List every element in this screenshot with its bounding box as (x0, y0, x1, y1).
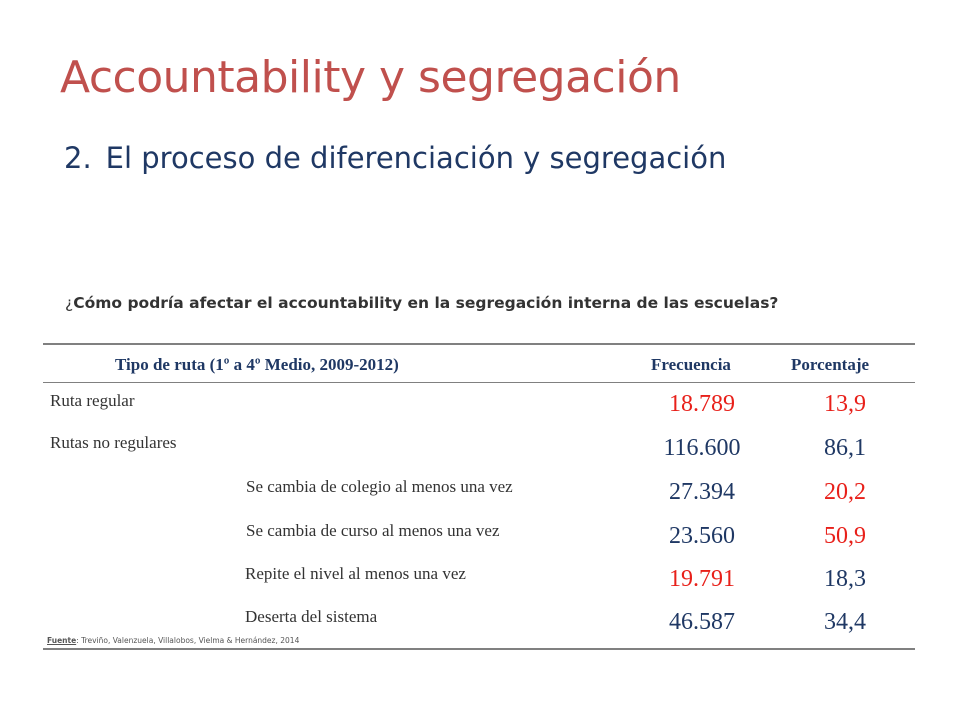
row-label: Rutas no regulares (50, 433, 177, 452)
source-text: : Treviño, Valenzuela, Villalobos, Vielm… (76, 636, 300, 645)
row-frecuencia: 46.587 (669, 609, 735, 635)
subtitle-number: 2. (64, 141, 92, 175)
table-row: Rutas no regulares 116.600 86,1 (43, 429, 915, 473)
row-label: Ruta regular (50, 391, 135, 410)
table-row: Ruta regular 18.789 13,9 (43, 385, 915, 429)
row-label: Se cambia de colegio al menos una vez (246, 477, 513, 496)
row-frecuencia: 18.789 (669, 391, 735, 417)
row-label: Deserta del sistema (245, 607, 378, 626)
slide-subtitle: 2. El proceso de diferenciación y segrega… (64, 141, 726, 175)
table-row: Deserta del sistema 46.587 34,4 (43, 603, 915, 647)
question-body: Cómo podría afectar el accountability en… (73, 294, 779, 312)
row-porcentaje: 34,4 (824, 609, 866, 635)
row-porcentaje: 18,3 (824, 566, 866, 592)
row-frecuencia: 116.600 (663, 435, 741, 461)
source-label: Fuente (47, 636, 77, 645)
row-frecuencia: 23.560 (669, 523, 735, 549)
table-row: Repite el nivel al menos una vez 19.791 … (43, 560, 915, 604)
table-header: Tipo de ruta (1º a 4º Medio, 2009-2012) … (43, 345, 915, 383)
question-text: ¿Cómo podría afectar el accountability e… (65, 294, 778, 312)
row-porcentaje: 20,2 (824, 479, 866, 505)
header-frecuencia: Frecuencia (651, 355, 731, 374)
header-porcentaje: Porcentaje (791, 355, 870, 374)
row-porcentaje: 13,9 (824, 391, 866, 417)
row-frecuencia: 19.791 (669, 566, 735, 592)
row-frecuencia: 27.394 (669, 479, 735, 505)
row-porcentaje: 86,1 (824, 435, 866, 461)
slide-title: Accountability y segregación (60, 52, 681, 103)
table-row: Se cambia de colegio al menos una vez 27… (43, 473, 915, 517)
route-table: Tipo de ruta (1º a 4º Medio, 2009-2012) … (43, 343, 915, 650)
source-note: Fuente: Treviño, Valenzuela, Villalobos,… (47, 636, 299, 645)
table-row: Se cambia de curso al menos una vez 23.5… (43, 517, 915, 561)
header-tipo-de-ruta: Tipo de ruta (1º a 4º Medio, 2009-2012) (115, 355, 399, 374)
row-label: Repite el nivel al menos una vez (245, 564, 466, 583)
row-label: Se cambia de curso al menos una vez (246, 521, 500, 540)
row-porcentaje: 50,9 (824, 523, 866, 549)
question-open-mark: ¿ (65, 294, 74, 312)
subtitle-text: El proceso de diferenciación y segregaci… (105, 141, 727, 175)
